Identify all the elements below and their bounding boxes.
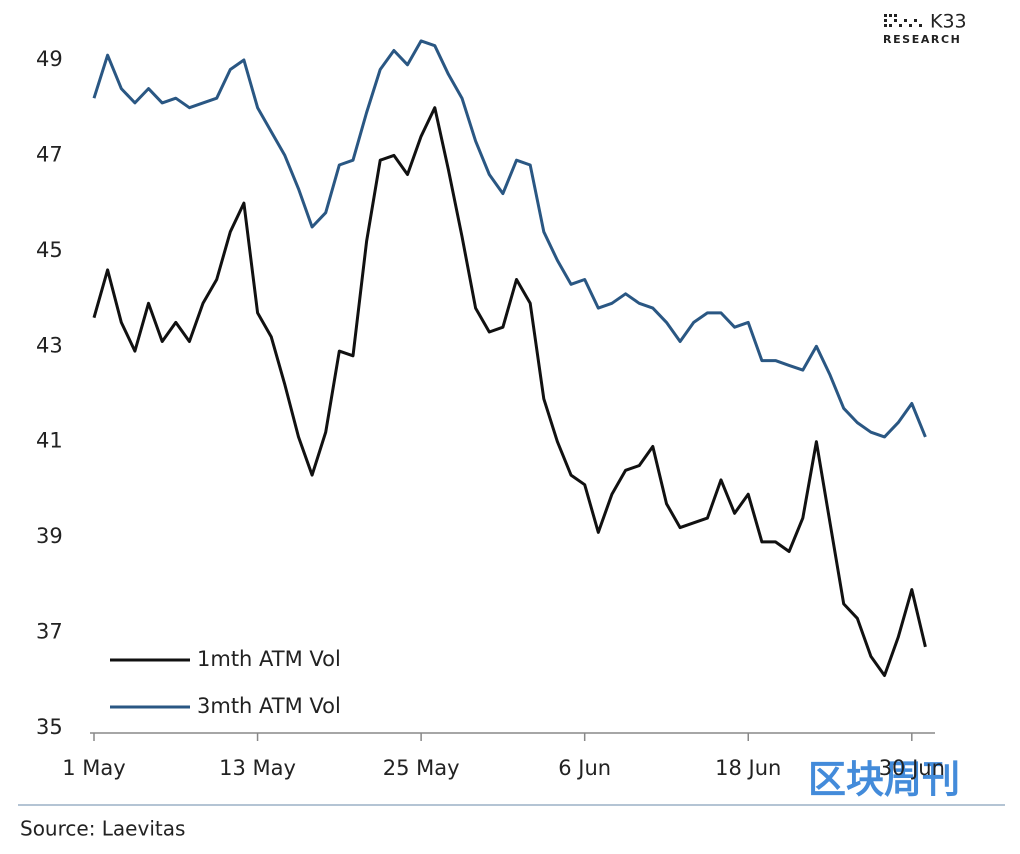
legend-label: 1mth ATM Vol bbox=[197, 647, 341, 671]
y-tick-label: 37 bbox=[36, 620, 63, 644]
logo: K33 RESEARCH bbox=[883, 11, 967, 47]
line-series bbox=[92, 106, 927, 677]
x-tick-label: 25 May bbox=[383, 756, 460, 780]
y-tick-label: 39 bbox=[36, 524, 63, 548]
y-tick-label: 49 bbox=[36, 47, 63, 71]
logo-subtitle: RESEARCH bbox=[883, 33, 961, 46]
x-tick-label: 30 Jun bbox=[879, 756, 945, 780]
logo-icon bbox=[884, 14, 922, 27]
x-tick-label: 1 May bbox=[62, 756, 125, 780]
x-tick-label: 13 May bbox=[219, 756, 296, 780]
watermark: 区块周刊 bbox=[808, 758, 960, 802]
x-tick-label: 18 Jun bbox=[715, 756, 781, 780]
legend-label: 3mth ATM Vol bbox=[197, 694, 341, 718]
y-tick-label: 35 bbox=[36, 715, 63, 739]
x-tick-label: 6 Jun bbox=[558, 756, 611, 780]
logo-name: K33 bbox=[930, 11, 967, 33]
y-tick-label: 45 bbox=[36, 238, 63, 262]
source: Source: Laevitas bbox=[20, 817, 185, 841]
y-tick-label: 41 bbox=[36, 429, 63, 453]
y-tick-label: 43 bbox=[36, 333, 63, 357]
line-series bbox=[92, 39, 927, 439]
y-tick-label: 47 bbox=[36, 142, 63, 166]
